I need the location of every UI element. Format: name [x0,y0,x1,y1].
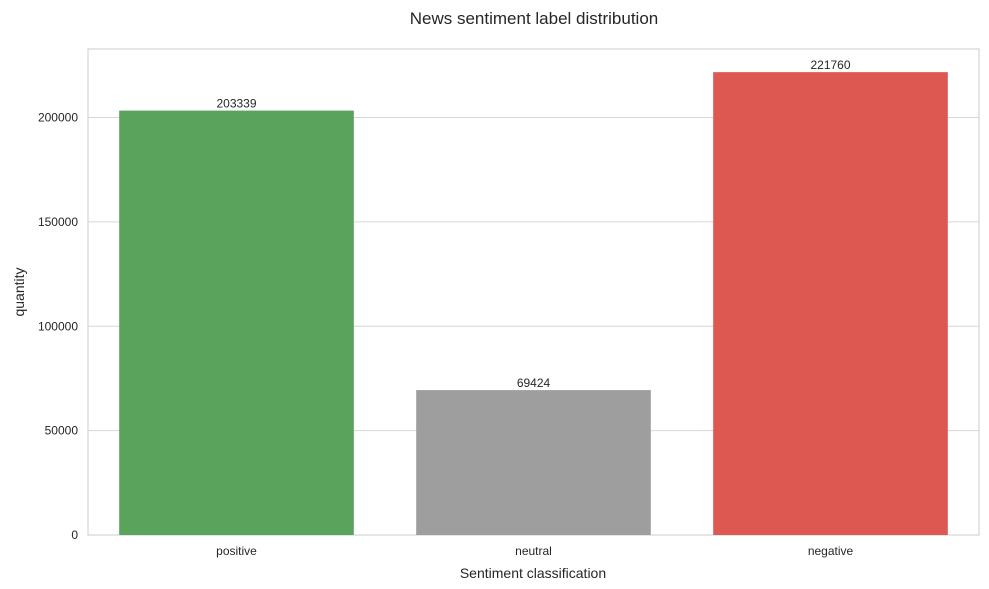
x-axis-title: Sentiment classification [460,565,606,581]
y-tick-label: 100000 [38,319,78,333]
y-axis-ticks: 0 50000 100000 150000 200000 [38,111,78,542]
data-labels: 203339 69424 221760 [216,58,850,390]
bar-neutral [416,390,651,535]
data-label-negative: 221760 [810,58,850,72]
bar-negative [713,72,948,536]
y-axis-title: quantity [11,267,27,316]
x-tick-label-positive: positive [216,544,257,558]
y-tick-label: 200000 [38,111,78,125]
y-tick-label: 50000 [45,424,79,438]
bar-positive [119,110,354,536]
x-tick-label-neutral: neutral [515,544,552,558]
bars [119,72,948,536]
y-tick-label: 0 [71,528,78,542]
x-axis-ticks: positive neutral negative [216,544,853,558]
y-tick-label: 150000 [38,215,78,229]
chart-title: News sentiment label distribution [410,9,659,28]
data-label-positive: 203339 [216,97,256,111]
data-label-neutral: 69424 [517,376,551,390]
x-tick-label-negative: negative [808,544,854,558]
